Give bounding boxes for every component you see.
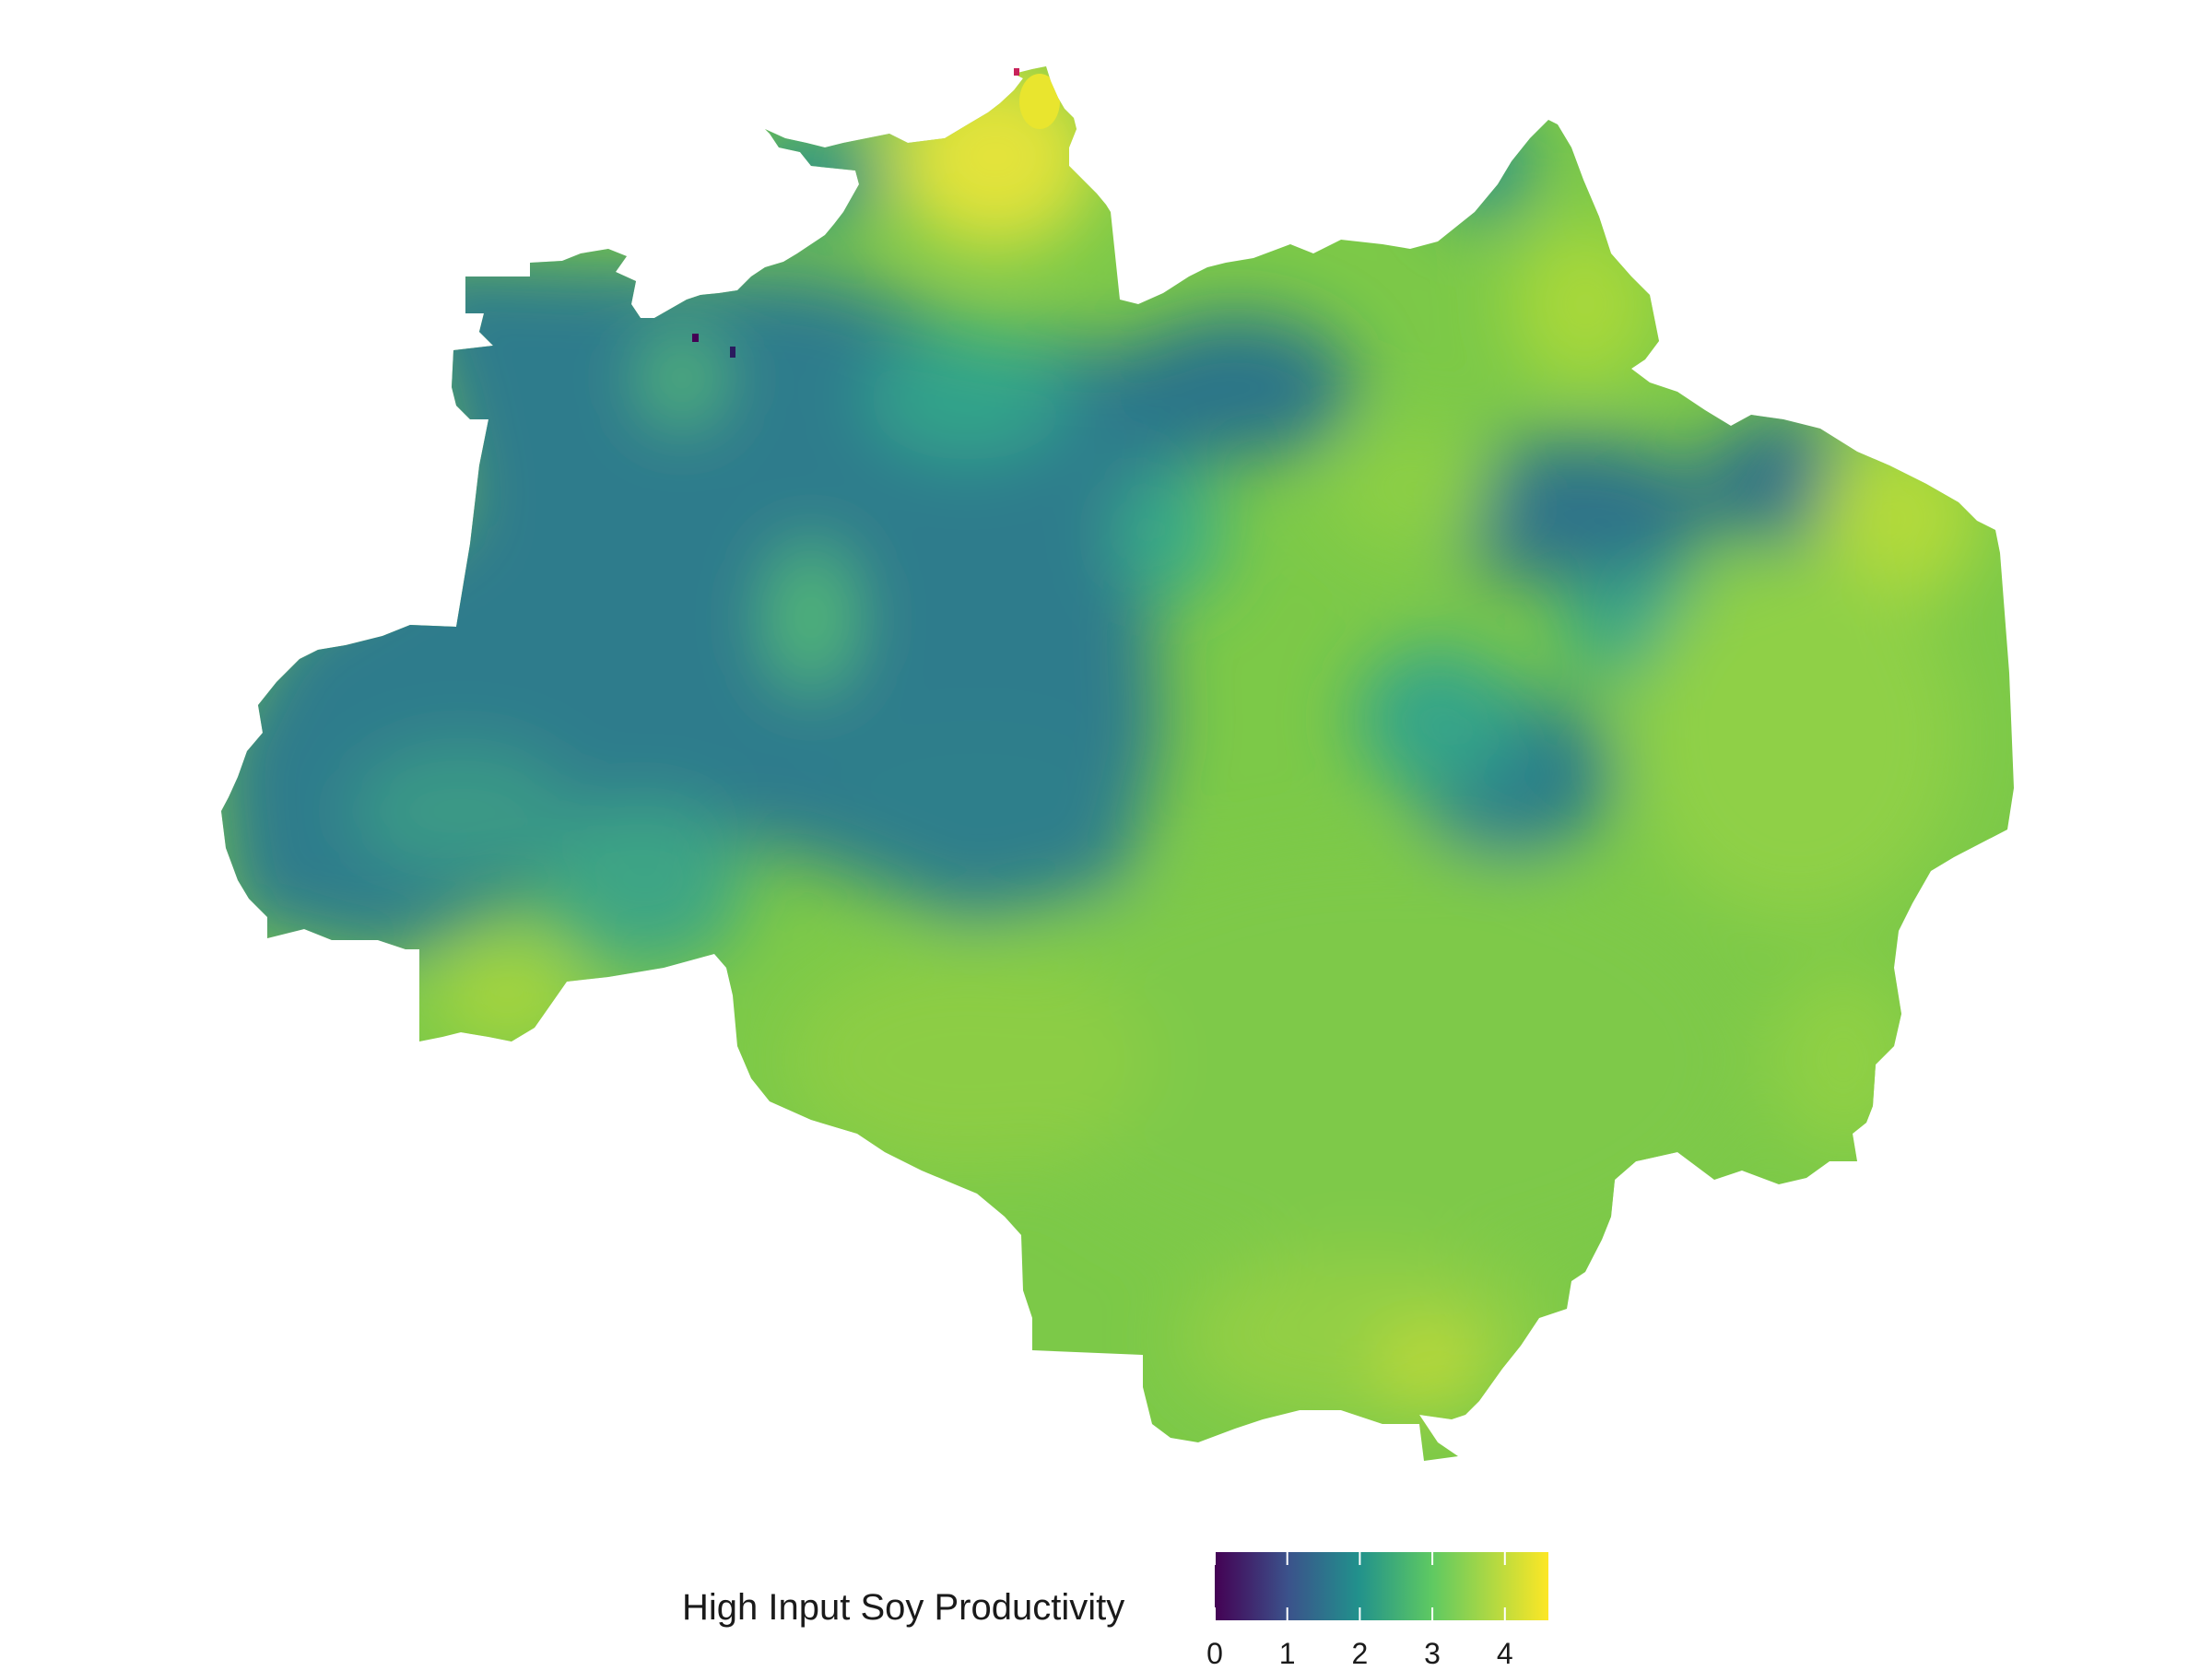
low-value-pixel	[692, 334, 699, 342]
low-value-pixel	[730, 347, 735, 358]
legend-tick-label: 3	[1424, 1637, 1441, 1670]
legend-tick-label: 1	[1278, 1637, 1296, 1670]
legend-colorbar	[1215, 1552, 1548, 1620]
legend-tick-label: 4	[1496, 1637, 1513, 1670]
low-value-pixel	[1014, 68, 1019, 76]
productivity-raster	[221, 66, 2014, 1461]
legend-title: High Input Soy Productivity	[682, 1587, 1125, 1628]
legend-tick-label: 0	[1206, 1637, 1223, 1670]
legend-tick-label: 2	[1351, 1637, 1369, 1670]
